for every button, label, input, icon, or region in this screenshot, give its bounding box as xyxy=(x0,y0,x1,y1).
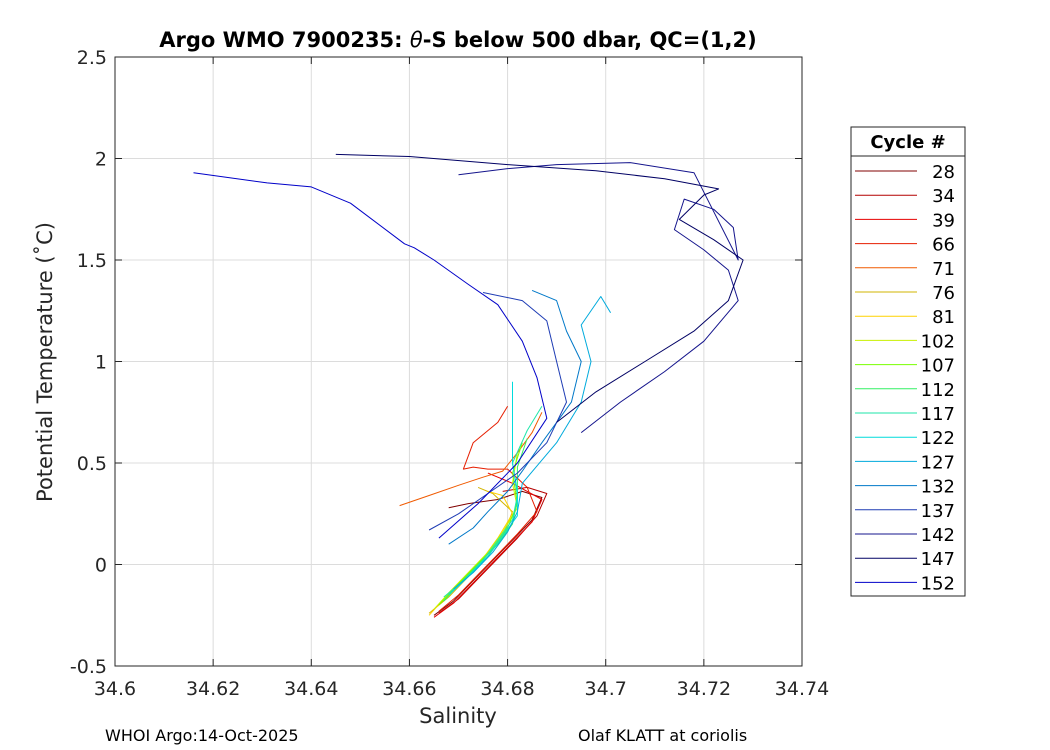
legend-label-cycle-107: 107 xyxy=(921,356,955,377)
legend-label-cycle-66: 66 xyxy=(932,235,955,256)
y-tick-label: 2 xyxy=(95,149,107,171)
series-line-cycle-132 xyxy=(448,289,582,545)
y-tick-label: 1.5 xyxy=(77,250,107,272)
series-line-cycle-147 xyxy=(335,153,744,423)
series-line-cycle-28 xyxy=(433,490,543,616)
series-line-cycle-39 xyxy=(433,472,543,618)
series-line-cycle-142 xyxy=(458,162,739,433)
legend-label-cycle-137: 137 xyxy=(921,501,955,522)
legend-label-cycle-112: 112 xyxy=(921,380,955,401)
legend-label-cycle-147: 147 xyxy=(921,549,955,570)
x-tick-label: 34.7 xyxy=(585,678,627,700)
footer-left: WHOI Argo:14-Oct-2025 xyxy=(105,726,299,745)
x-tick-label: 34.62 xyxy=(186,678,240,700)
legend-label-cycle-71: 71 xyxy=(932,259,955,280)
legend: Cycle # 28 34 39 66 71 76 81 102 107 112 117 122 127… xyxy=(850,126,966,597)
series-line-cycle-122 xyxy=(448,381,518,596)
legend-label-cycle-76: 76 xyxy=(932,283,955,304)
chart-title: Argo WMO 7900235: θ-S below 500 dbar, QC… xyxy=(159,28,756,52)
y-tick-label: 1 xyxy=(95,352,107,374)
legend-label-cycle-34: 34 xyxy=(932,186,955,207)
legend-label-cycle-117: 117 xyxy=(921,404,955,425)
legend-label-cycle-142: 142 xyxy=(921,525,955,546)
y-tick-label: -0.5 xyxy=(70,656,107,678)
x-tick-label: 34.72 xyxy=(677,678,731,700)
series-line-cycle-34 xyxy=(438,486,548,614)
legend-items: 28 34 39 66 71 76 81 102 107 112 117 122 127 132 137 14… xyxy=(855,162,955,594)
legend-label-cycle-152: 152 xyxy=(921,573,955,594)
x-tick-label: 34.66 xyxy=(382,678,436,700)
series-line-cycle-71 xyxy=(399,412,543,507)
series-line-cycle-127 xyxy=(453,296,612,590)
x-tick-label: 34.68 xyxy=(480,678,534,700)
legend-label-cycle-81: 81 xyxy=(932,307,955,328)
y-tick-label: 2.5 xyxy=(77,47,107,69)
x-tick-label: 34.64 xyxy=(284,678,338,700)
legend-label-cycle-28: 28 xyxy=(932,162,955,183)
series-line-cycle-117 xyxy=(443,405,543,598)
x-tick-label: 34.6 xyxy=(94,678,136,700)
y-tick-label: 0.5 xyxy=(77,453,107,475)
x-axis-label: Salinity xyxy=(419,704,497,728)
legend-label-cycle-132: 132 xyxy=(921,477,955,498)
footer-right: Olaf KLATT at coriolis xyxy=(578,726,747,745)
series-line-cycle-102 xyxy=(433,452,518,610)
series-layer xyxy=(193,153,744,618)
legend-label-cycle-127: 127 xyxy=(921,452,955,473)
x-tick-label: 34.74 xyxy=(775,678,829,700)
legend-label-cycle-102: 102 xyxy=(921,331,955,352)
axis-ticks: 34.6 34.62 34.64 34.66 34.68 34.7 34.72 34.74 -0… xyxy=(70,47,829,700)
legend-label-cycle-39: 39 xyxy=(932,210,955,231)
series-line-cycle-152 xyxy=(193,172,548,539)
y-tick-label: 0 xyxy=(95,555,107,577)
y-axis-label: Potential Temperature (˚C) xyxy=(33,222,57,502)
legend-title: Cycle # xyxy=(870,132,945,153)
legend-label-cycle-122: 122 xyxy=(921,428,955,449)
legend-box xyxy=(850,126,966,597)
